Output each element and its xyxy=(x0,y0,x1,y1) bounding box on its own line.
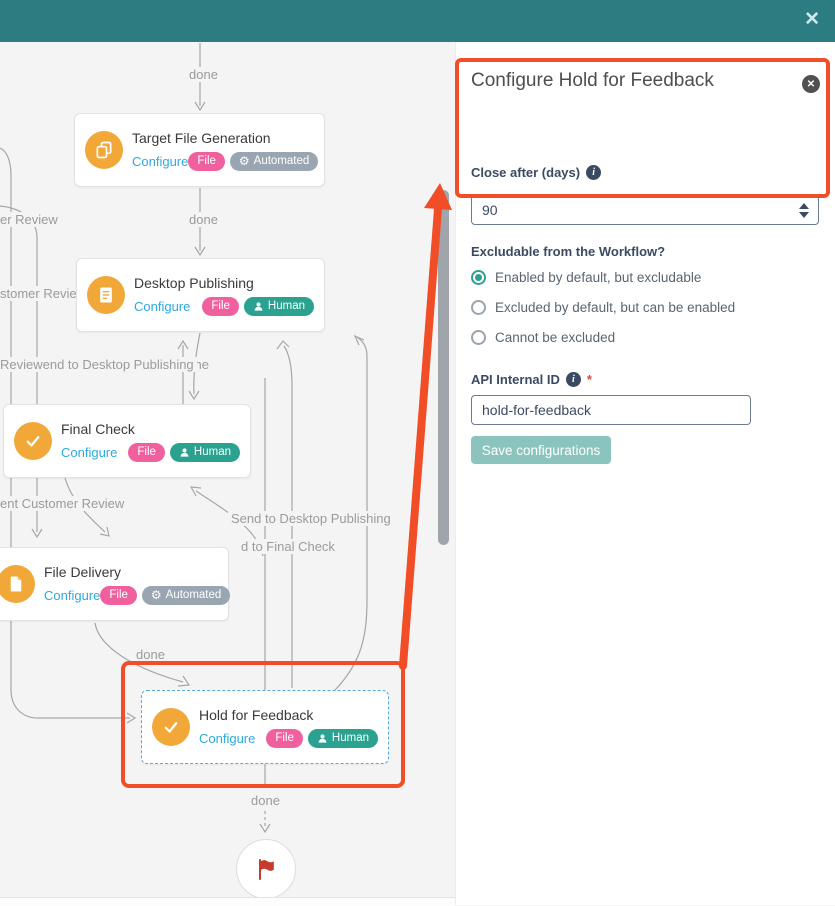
human-badge: Human xyxy=(169,442,240,462)
radio-excluded-by-default[interactable]: Excluded by default, but can be enabled xyxy=(471,300,735,315)
document-icon xyxy=(87,276,125,314)
stepper-up-icon[interactable] xyxy=(799,203,809,209)
radio-label: Enabled by default, but excludable xyxy=(495,270,702,285)
edge-label-review: er Review xyxy=(0,212,61,227)
person-icon xyxy=(180,447,189,457)
edge-label-sent-customer-review: ent Customer Review xyxy=(0,496,128,511)
file-badge: File xyxy=(202,296,239,316)
close-after-input[interactable] xyxy=(471,194,819,225)
node-target-file-generation[interactable]: Target File Generation Configure File ⚙ A… xyxy=(74,113,325,187)
config-panel: Configure Hold for Feedback ✕ Close afte… xyxy=(455,42,835,905)
radio-unselected-icon[interactable] xyxy=(471,330,486,345)
node-file-delivery[interactable]: File Delivery Configure File ⚙ Automated xyxy=(0,547,231,621)
configure-link[interactable]: Configure xyxy=(44,587,101,603)
radio-selected-icon[interactable] xyxy=(471,270,486,285)
edge-label-done: done xyxy=(186,212,221,227)
node-title: Target File Generation xyxy=(132,129,271,146)
human-badge: Human xyxy=(307,728,378,748)
configure-link[interactable]: Configure xyxy=(199,730,256,746)
canvas-footer-strip xyxy=(0,897,455,906)
file-badge: File xyxy=(128,442,165,462)
edge-label-send-to-desktop-publishing: Send to Desktop Publishing xyxy=(228,511,394,526)
info-icon[interactable]: i xyxy=(586,165,602,180)
automated-badge: ⚙ Automated xyxy=(141,585,231,605)
gear-icon: ⚙ xyxy=(238,154,250,168)
close-icon[interactable]: ✕ xyxy=(804,9,820,30)
gear-icon: ⚙ xyxy=(150,588,162,602)
api-internal-id-label: API Internal ID i * xyxy=(471,372,592,387)
number-stepper[interactable] xyxy=(799,203,809,218)
file-badge: File xyxy=(188,151,225,171)
workflow-finish-node[interactable] xyxy=(236,839,296,899)
node-desktop-publishing[interactable]: Desktop Publishing Configure File Human xyxy=(76,258,325,332)
edge-label-send-to-desktop-publishing-left: Reviewend to Desktop Publishing xyxy=(0,357,197,372)
configure-link[interactable]: Configure xyxy=(61,444,118,460)
close-after-label: Close after (days) i xyxy=(471,165,602,180)
radio-cannot-be-excluded[interactable]: Cannot be excluded xyxy=(471,330,615,345)
file-icon xyxy=(0,565,35,603)
required-asterisk: * xyxy=(586,372,592,387)
excludable-label: Excludable from the Workflow? xyxy=(471,244,666,259)
edge-label-send-to-final-check: d to Final Check xyxy=(238,539,338,554)
panel-close-icon[interactable]: ✕ xyxy=(802,75,820,93)
person-icon xyxy=(318,733,327,743)
edge-label-done: done xyxy=(133,647,168,662)
node-title: Final Check xyxy=(61,420,135,437)
stepper-down-icon[interactable] xyxy=(799,212,809,218)
node-title: File Delivery xyxy=(44,563,122,580)
panel-title: Configure Hold for Feedback xyxy=(471,70,714,91)
node-title: Desktop Publishing xyxy=(134,274,254,291)
edge-label-done: done xyxy=(248,793,283,808)
info-icon[interactable]: i xyxy=(565,372,581,387)
check-icon xyxy=(14,422,52,460)
save-configurations-button[interactable]: Save configurations xyxy=(471,436,611,464)
node-title: Hold for Feedback xyxy=(199,706,314,723)
radio-enabled-by-default[interactable]: Enabled by default, but excludable xyxy=(471,270,701,285)
node-hold-for-feedback[interactable]: Hold for Feedback Configure File Human xyxy=(141,690,389,764)
configure-link[interactable]: Configure xyxy=(132,153,189,169)
person-icon xyxy=(254,301,263,311)
node-final-check[interactable]: Final Check Configure File Human xyxy=(3,404,251,478)
vertical-scrollbar-thumb[interactable] xyxy=(438,190,449,545)
file-badge: File xyxy=(266,728,303,748)
automated-badge: ⚙ Automated xyxy=(229,151,319,171)
edge-label-done: done xyxy=(186,67,221,82)
copy-icon xyxy=(85,131,123,169)
edge-label-customer-review: stomer Review xyxy=(0,286,89,301)
radio-unselected-icon[interactable] xyxy=(471,300,486,315)
radio-label: Cannot be excluded xyxy=(495,330,616,345)
configure-link[interactable]: Configure xyxy=(134,298,191,314)
modal-header-bar: ✕ xyxy=(0,0,835,42)
flag-icon xyxy=(259,859,274,880)
api-internal-id-input[interactable] xyxy=(471,395,751,425)
check-icon xyxy=(152,708,190,746)
radio-label: Excluded by default, but can be enabled xyxy=(495,300,736,315)
file-badge: File xyxy=(100,585,137,605)
human-badge: Human xyxy=(243,296,314,316)
